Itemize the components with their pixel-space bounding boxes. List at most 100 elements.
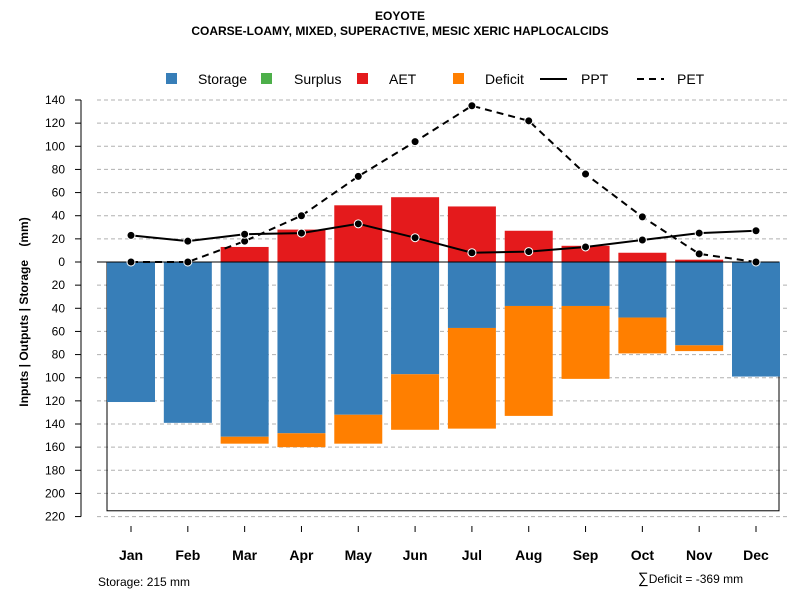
storage-bar bbox=[277, 262, 326, 434]
deficit-bar bbox=[277, 433, 326, 448]
storage-bar bbox=[732, 262, 780, 377]
sum-symbol: ∑ bbox=[638, 570, 649, 587]
y-tick-label: 120 bbox=[45, 116, 65, 130]
deficit-bar bbox=[391, 374, 440, 430]
y-axis-label: Inputs | Outputs | Storage (mm) bbox=[17, 217, 31, 407]
y-tick-label: 180 bbox=[45, 463, 65, 477]
pet-point bbox=[694, 249, 704, 259]
legend-swatch-aet bbox=[357, 73, 368, 84]
ppt-point bbox=[296, 228, 306, 238]
pet-point bbox=[353, 171, 363, 181]
aet-bar bbox=[391, 197, 440, 262]
deficit-bar bbox=[504, 305, 553, 416]
pet-point bbox=[524, 116, 534, 126]
pet-point bbox=[296, 211, 306, 221]
pet-point bbox=[183, 257, 193, 267]
legend-label-surplus: Surplus bbox=[294, 71, 341, 87]
deficit-bar bbox=[561, 305, 610, 379]
legend-label-deficit: Deficit bbox=[485, 71, 524, 87]
pet-line bbox=[131, 104, 757, 263]
y-tick-label: 20 bbox=[52, 232, 66, 246]
x-tick-label: Sep bbox=[573, 547, 599, 563]
deficit-bar bbox=[334, 414, 383, 444]
aet-bar bbox=[504, 230, 553, 262]
storage-bar bbox=[504, 262, 553, 306]
pet-point bbox=[637, 212, 647, 222]
y-tick-label: 40 bbox=[52, 301, 66, 315]
y-tick-label: 120 bbox=[45, 394, 65, 408]
storage-bar bbox=[220, 262, 269, 437]
y-tick-label: 60 bbox=[52, 186, 66, 200]
deficit-bar bbox=[675, 345, 724, 352]
storage-bar bbox=[618, 262, 667, 318]
ppt-point bbox=[183, 236, 193, 246]
legend-label-ppt: PPT bbox=[581, 71, 609, 87]
storage-bar bbox=[391, 262, 440, 375]
legend-label-storage: Storage bbox=[198, 71, 247, 87]
x-tick-label: Mar bbox=[232, 547, 257, 563]
y-tick-label: 60 bbox=[52, 324, 66, 338]
chart-title: EOYOTE bbox=[374, 9, 425, 23]
x-tick-label: Jun bbox=[403, 547, 428, 563]
pet-point bbox=[126, 257, 136, 267]
ppt-point bbox=[581, 242, 591, 252]
storage-bar bbox=[163, 262, 212, 423]
deficit-footnote: ∑Deficit = -369 mm bbox=[638, 570, 744, 587]
y-tick-label: 0 bbox=[58, 255, 65, 269]
aet-bar bbox=[561, 245, 610, 262]
aet-bar bbox=[618, 252, 667, 262]
pet-point bbox=[581, 169, 591, 179]
ppt-point bbox=[353, 219, 363, 229]
y-tick-label: 80 bbox=[52, 162, 66, 176]
storage-bar bbox=[561, 262, 610, 306]
y-tick-label: 40 bbox=[52, 209, 66, 223]
legend-swatch-surplus bbox=[261, 73, 272, 84]
y-tick-label: 80 bbox=[52, 348, 66, 362]
x-tick-label: Aug bbox=[515, 547, 542, 563]
y-tick-label: 200 bbox=[45, 486, 65, 500]
deficit-bar bbox=[618, 317, 667, 354]
ppt-line bbox=[130, 222, 757, 254]
y-tick-label: 160 bbox=[45, 440, 65, 454]
aet-bar bbox=[220, 246, 269, 262]
y-tick-label: 140 bbox=[45, 417, 65, 431]
ppt-point bbox=[240, 229, 250, 239]
legend-swatch-deficit bbox=[453, 73, 464, 84]
y-tick-label: 20 bbox=[52, 278, 66, 292]
storage-bar bbox=[447, 262, 496, 328]
storage-footnote: Storage: 215 mm bbox=[98, 575, 191, 589]
deficit-bar bbox=[220, 436, 269, 444]
pet-point bbox=[751, 257, 761, 267]
x-tick-label: Feb bbox=[175, 547, 200, 563]
x-tick-label: Nov bbox=[686, 547, 713, 563]
storage-bar bbox=[334, 262, 383, 415]
legend-label-pet: PET bbox=[677, 71, 705, 87]
x-tick-label: Oct bbox=[631, 547, 655, 563]
legend-swatch-storage bbox=[166, 73, 177, 84]
deficit-bar bbox=[447, 327, 496, 429]
storage-bar bbox=[107, 262, 155, 403]
x-tick-label: May bbox=[345, 547, 372, 563]
ppt-point bbox=[751, 226, 761, 236]
ppt-point bbox=[410, 233, 420, 243]
x-tick-label: Jan bbox=[119, 547, 143, 563]
x-tick-label: Jul bbox=[462, 547, 482, 563]
pet-point bbox=[467, 101, 477, 111]
y-tick-label: 100 bbox=[45, 139, 65, 153]
legend-label-aet: AET bbox=[389, 71, 417, 87]
y-tick-label: 140 bbox=[45, 93, 65, 107]
ppt-point bbox=[637, 235, 647, 245]
aet-bar bbox=[334, 205, 383, 262]
y-tick-label: 100 bbox=[45, 371, 65, 385]
x-tick-label: Apr bbox=[289, 547, 314, 563]
chart-subtitle: COARSE-LOAMY, MIXED, SUPERACTIVE, MESIC … bbox=[191, 24, 609, 38]
storage-bar bbox=[675, 262, 724, 346]
y-tick-label: 220 bbox=[45, 510, 65, 524]
ppt-point bbox=[467, 248, 477, 258]
aet-bar bbox=[675, 259, 724, 262]
x-tick-label: Dec bbox=[743, 547, 769, 563]
ppt-point bbox=[694, 228, 704, 238]
pet-point bbox=[410, 137, 420, 147]
ppt-point bbox=[524, 247, 534, 257]
